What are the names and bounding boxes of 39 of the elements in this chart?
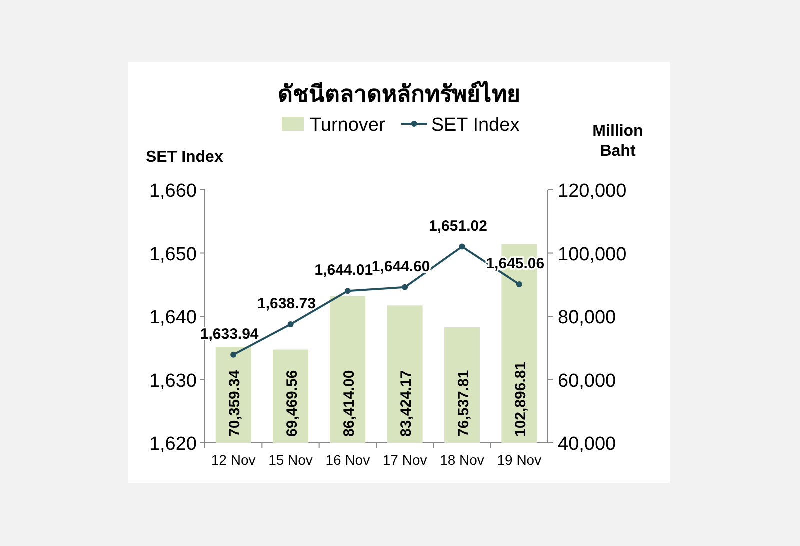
data-label: 1,638.73 (258, 296, 316, 313)
data-label: 1,644.60 (372, 258, 430, 276)
data-label: 70,359.34 (226, 370, 244, 437)
x-tick-label: 17 Nov (382, 452, 428, 468)
data-label: 69,469.56 (284, 370, 301, 437)
point (402, 284, 408, 290)
data-label: 83,424.17 (398, 370, 416, 437)
x-tick-label: 16 Nov (326, 452, 370, 468)
y2-axis-title: Million Baht (592, 123, 644, 160)
x-tick-label: 19 Nov (497, 452, 542, 468)
x-tick-label: 15 Nov (268, 452, 313, 468)
y2-tick-label: 60,000 (558, 370, 616, 392)
x-tick-label: 12 Nov (211, 452, 256, 468)
data-label: 102,896.81 (512, 362, 530, 437)
point (516, 281, 522, 288)
y-tick-label: 1,640 (149, 308, 197, 328)
data-label: 1,645.06 (486, 255, 545, 272)
data-label: 1,651.02 (429, 218, 488, 235)
data-label: 86,414.00 (340, 370, 358, 437)
y-tick-label: 1,630 (149, 370, 197, 392)
y2-tick-label: 120,000 (558, 181, 627, 202)
point (459, 244, 466, 250)
data-label: 76,537.81 (455, 370, 472, 437)
chart-title: ดัชนีตลาดหลักทรัพย์ไทย (278, 80, 520, 107)
data-label: 1,633.94 (200, 326, 260, 343)
point (230, 352, 237, 358)
y-tick-label: 1,660 (149, 181, 197, 202)
point (288, 322, 294, 328)
point (344, 288, 351, 294)
y-tick-label: 1,650 (149, 244, 197, 266)
legend-label: Turnover (310, 115, 386, 136)
data-label: 1,644.01 (314, 262, 374, 280)
y2-tick-label: 100,000 (558, 244, 627, 266)
y-tick-label: 1,620 (149, 434, 197, 455)
y-axis-title: SET Index (146, 149, 224, 166)
x-tick-label: 18 Nov (440, 452, 484, 468)
y2-tick-label: 40,000 (558, 434, 616, 455)
y2-tick-label: 80,000 (558, 308, 616, 328)
legend-label: SET Index (431, 115, 520, 136)
